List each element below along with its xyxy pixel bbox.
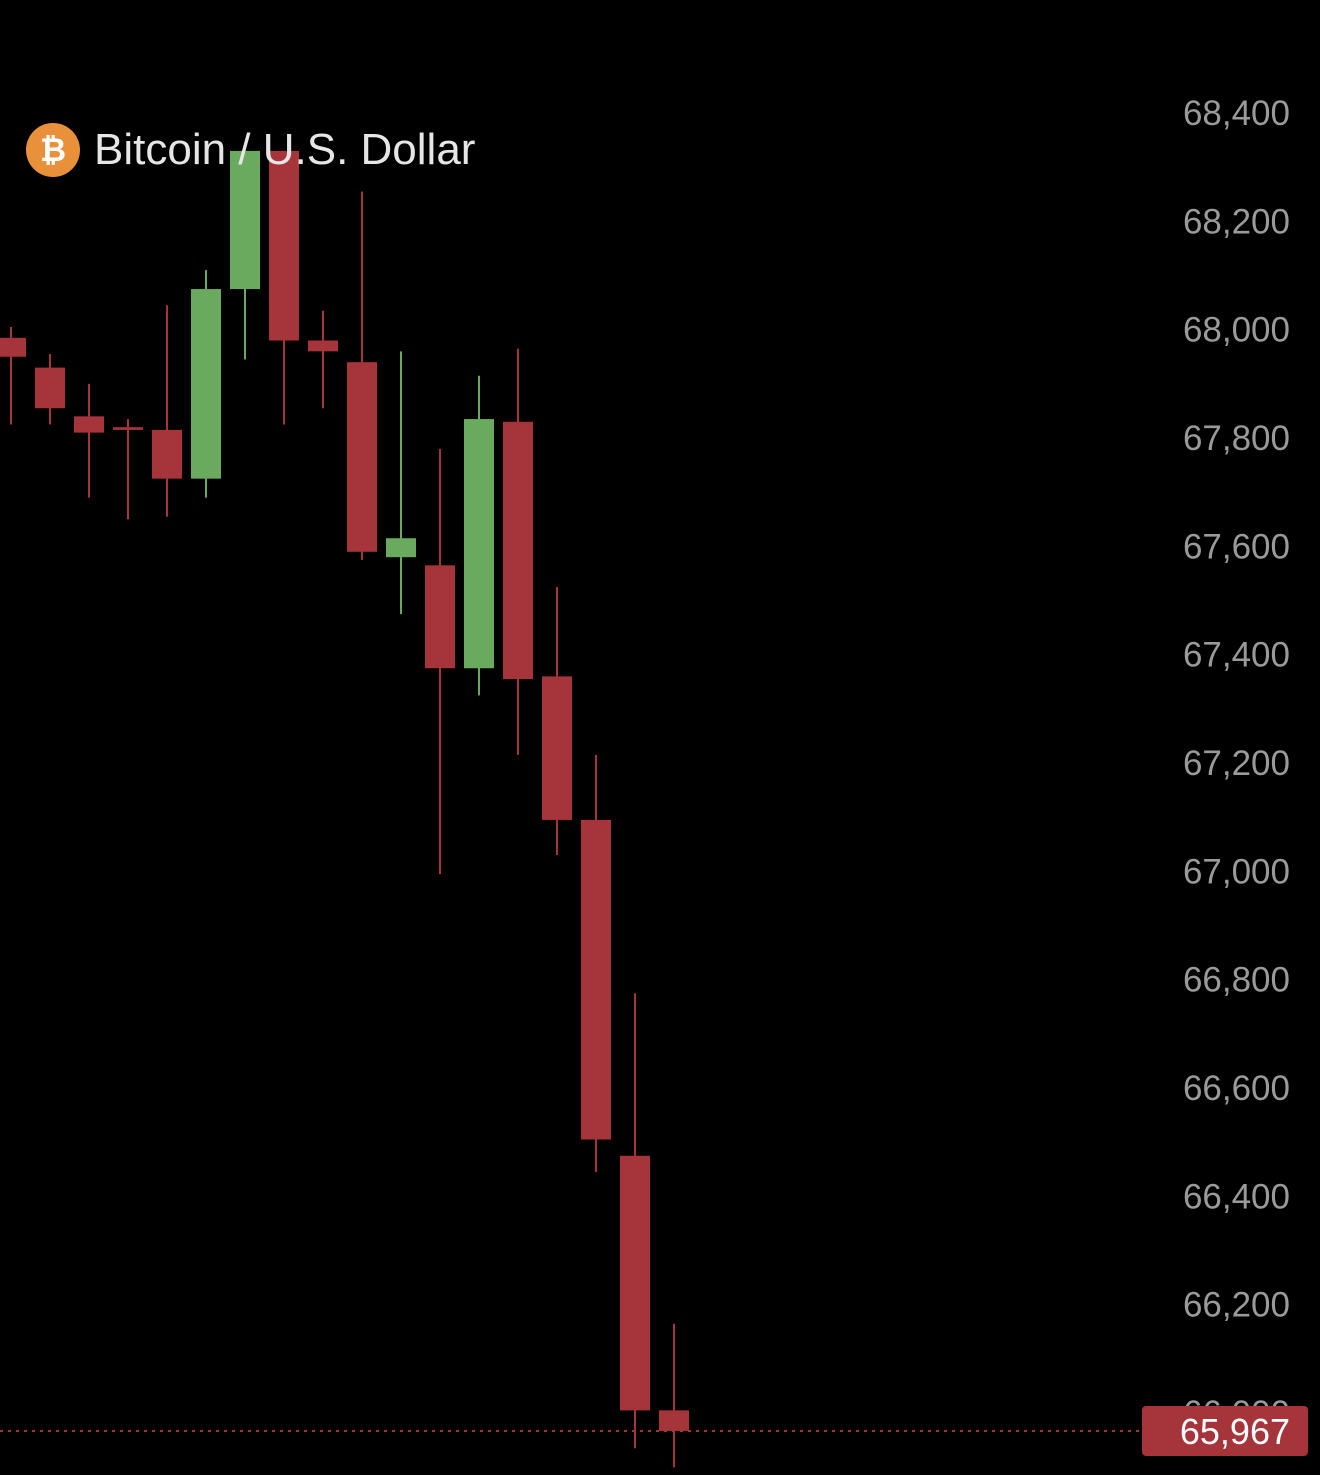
price-tick-label: 68,200 [1183,202,1290,241]
price-tick-label: 68,000 [1183,311,1290,350]
candle-body [269,150,299,341]
candle[interactable] [152,305,182,517]
price-tick-label: 66,800 [1183,961,1290,1000]
price-tick-label: 67,200 [1183,744,1290,783]
candle[interactable] [386,351,416,615]
candle-body [35,367,65,409]
candle[interactable] [269,150,299,425]
price-tick-label: 67,000 [1183,852,1290,891]
price-tick-label: 67,800 [1183,419,1290,458]
candle[interactable] [503,348,533,755]
candle[interactable] [308,310,338,409]
candle[interactable] [74,383,104,498]
candle[interactable] [581,754,611,1173]
candle-body [503,421,533,680]
last-price-tag: 65,967 [1142,1405,1308,1456]
price-tick-label: 66,400 [1183,1177,1290,1216]
price-tick-label: 66,200 [1183,1286,1290,1325]
candle-body [659,1410,689,1431]
last-price-tag-background [1142,1405,1308,1456]
candle[interactable] [35,354,65,425]
candle[interactable] [191,270,221,498]
price-axis[interactable]: 68,400 68,200 68,000 67,800 67,600 67,400 67,2… [1183,94,1290,1433]
candle-body [74,416,104,433]
candle[interactable] [542,586,572,856]
candle[interactable] [425,448,455,875]
symbol-header[interactable]: ₿ Bitcoin / U.S. Dollar [26,122,475,178]
candle[interactable] [464,375,494,696]
candle-body [425,565,455,669]
candle-body [464,419,494,669]
candles-layer [0,150,689,1468]
candle-body [308,340,338,352]
candle-body [386,538,416,558]
candle-body [0,337,26,357]
candle-body [347,362,377,552]
candle-body [191,289,221,479]
bitcoin-icon: ₿ [26,123,80,177]
price-tick-label: 68,400 [1183,94,1290,133]
candle-body [542,676,572,820]
price-tick-label: 67,600 [1183,527,1290,566]
symbol-title: Bitcoin / U.S. Dollar [94,125,476,174]
candle[interactable] [230,150,260,360]
candle[interactable] [0,326,26,425]
candle-body [113,427,143,430]
candle-body [230,150,260,290]
price-tick-label: 67,400 [1183,636,1290,675]
candle-body [152,429,182,479]
candle[interactable] [113,419,143,520]
candle[interactable] [659,1323,689,1468]
candle[interactable] [347,191,377,560]
last-price-label: 65,967 [1180,1411,1290,1452]
candle-body [581,819,611,1140]
candle-body [620,1155,650,1411]
price-tick-label: 66,600 [1183,1069,1290,1108]
candle[interactable] [620,993,650,1449]
